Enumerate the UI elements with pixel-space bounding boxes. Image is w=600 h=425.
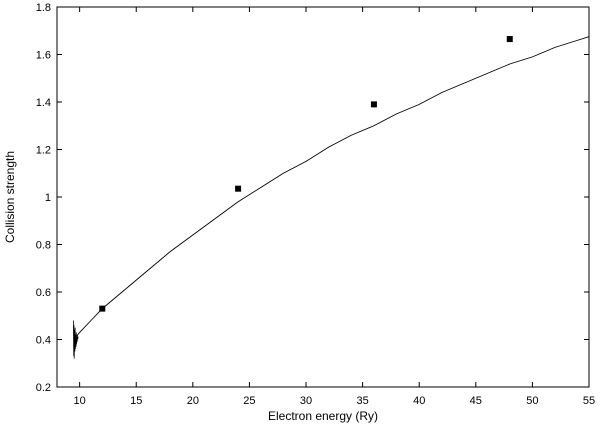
- y-tick-label: 1.2: [36, 145, 51, 157]
- x-tick-label: 35: [356, 395, 368, 407]
- x-tick-label: 25: [243, 395, 255, 407]
- data-point-marker: [506, 36, 513, 43]
- x-tick-label: 50: [526, 395, 538, 407]
- x-axis-title: Electron energy (Ry): [268, 409, 378, 423]
- y-tick-label: 1: [45, 192, 51, 204]
- x-tick-label: 45: [470, 395, 482, 407]
- x-tick-label: 55: [583, 395, 595, 407]
- x-tick-label: 40: [413, 395, 425, 407]
- data-point-marker: [235, 185, 242, 192]
- x-tick-label: 30: [300, 395, 312, 407]
- y-tick-label: 1.6: [36, 50, 51, 62]
- y-tick-label: 0.8: [36, 240, 51, 252]
- y-tick-label: 1.4: [36, 97, 51, 109]
- x-axis: 10 15 20 25 30 35 40 45 50 55: [74, 7, 595, 407]
- y-axis: 0.2 0.4 0.6 0.8 1 1.2 1.4 1.6 1.8: [36, 2, 589, 394]
- series-layer: [73, 36, 590, 359]
- data-point-marker: [370, 101, 377, 108]
- y-tick-label: 0.6: [36, 287, 51, 299]
- y-tick-label: 0.4: [36, 335, 51, 347]
- x-tick-label: 10: [74, 395, 86, 407]
- resonance-region-curve: [73, 320, 79, 359]
- y-axis-title: Collision strength: [3, 151, 17, 243]
- collision-strength-curve: [73, 36, 590, 340]
- y-tick-label: 0.2: [36, 382, 51, 394]
- x-tick-label: 15: [130, 395, 142, 407]
- x-tick-label: 20: [187, 395, 199, 407]
- data-point-marker: [99, 305, 106, 312]
- y-tick-label: 1.8: [36, 2, 51, 14]
